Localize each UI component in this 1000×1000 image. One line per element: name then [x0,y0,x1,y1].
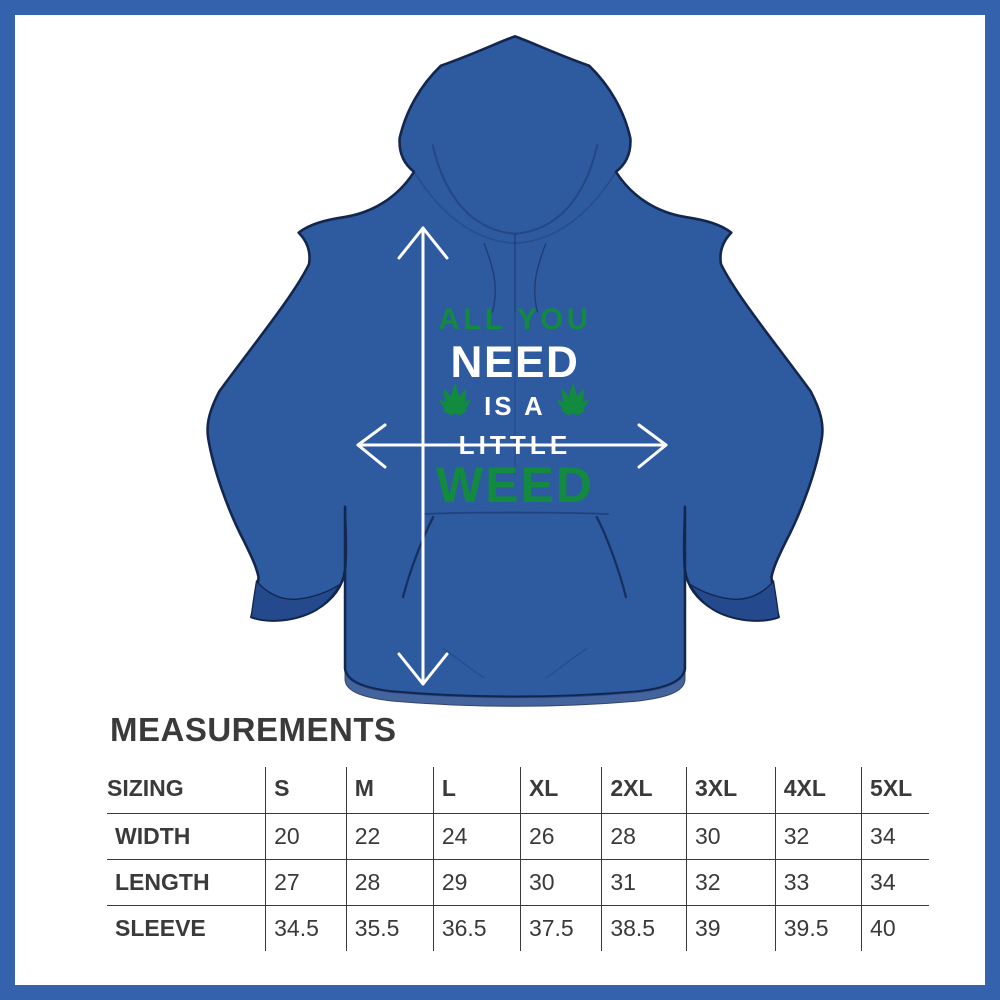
svg-text:IS A: IS A [484,393,546,421]
svg-text:NEED: NEED [450,338,579,387]
svg-text:ALL YOU: ALL YOU [438,303,591,336]
svg-text:WEED: WEED [436,457,594,513]
